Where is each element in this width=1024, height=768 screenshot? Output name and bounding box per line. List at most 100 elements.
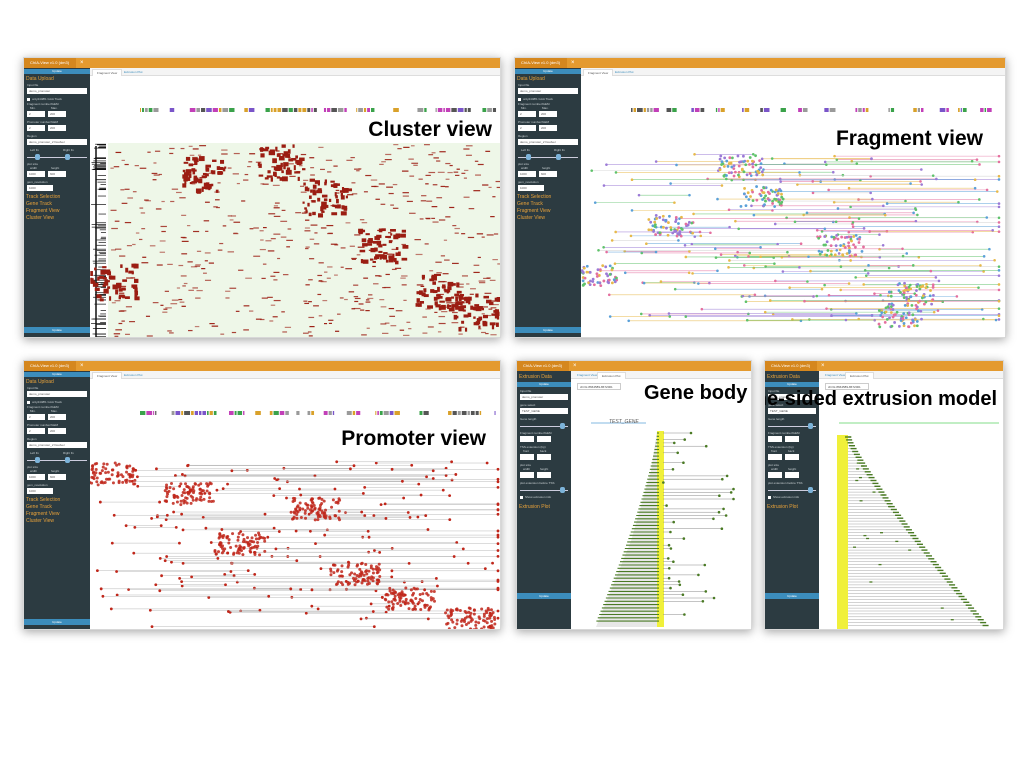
slider-handle-left[interactable] (35, 154, 40, 160)
tab-extrusion-plot[interactable]: Extrusion Plot (124, 70, 143, 74)
fragment-min-field[interactable] (768, 436, 782, 442)
region-field[interactable]: demo_promoter_2 fixedver (27, 139, 87, 145)
back-field[interactable] (785, 454, 799, 460)
checkbox-icon[interactable] (27, 401, 30, 404)
checkbox-icon[interactable] (518, 98, 521, 101)
region-search-input[interactable]: chr3L:8664589-8672001 (577, 383, 621, 390)
input-file-field[interactable]: demo_promoter (518, 88, 578, 94)
height-field[interactable]: 600 (48, 171, 66, 177)
gene-select-dropdown[interactable]: TEST_GENE (520, 408, 568, 414)
max-field[interactable]: 200 (48, 414, 66, 420)
input-file-field[interactable]: demo_promoter (27, 391, 87, 397)
update-button-bottom[interactable]: Update (24, 327, 90, 333)
update-button[interactable]: Update (765, 382, 819, 387)
checkbox-icon[interactable] (27, 98, 30, 101)
close-tab-icon[interactable]: × (80, 60, 84, 66)
width-field[interactable]: 1000 (27, 474, 45, 480)
slider-handle[interactable] (808, 487, 813, 493)
input-file-field[interactable]: demo_promoter (520, 394, 568, 400)
width-field[interactable]: 1000 (27, 171, 45, 177)
slider-handle-right[interactable] (65, 154, 70, 160)
height-field[interactable] (537, 472, 551, 478)
update-button[interactable]: Update (24, 372, 90, 377)
gene-length-slider[interactable] (520, 421, 568, 431)
track-selection-link[interactable]: Track Selection (517, 194, 552, 200)
slider-handle-right[interactable] (556, 154, 561, 160)
tab-fragment-view[interactable]: Fragment View (577, 373, 598, 377)
min-field[interactable]: 2 (518, 111, 536, 117)
min-field[interactable]: 2 (27, 111, 45, 117)
tab-extrusion-plot[interactable]: Extrusion Plot (124, 373, 143, 377)
tab-fragment-view[interactable]: Fragment View (583, 69, 614, 76)
track-selection-link[interactable]: Track Selection (26, 194, 61, 200)
app-tab[interactable]: ChIA-View v1.0 (dm3) (24, 58, 76, 68)
promoter-min-field[interactable]: 2 (27, 428, 45, 434)
plot-extension-slider[interactable] (768, 485, 816, 495)
cluster-view-link[interactable]: Cluster View (517, 215, 545, 221)
close-tab-icon[interactable]: × (573, 363, 577, 369)
region-field[interactable]: demo_promoter_2 fixedver (27, 442, 87, 448)
region-search-input[interactable]: chr3L:8664589-8672001 (825, 383, 869, 390)
slider-handle[interactable] (560, 487, 565, 493)
checkbox-icon[interactable] (520, 496, 523, 499)
front-field[interactable] (768, 454, 782, 460)
slider-handle[interactable] (808, 423, 813, 429)
tab-fragment-view[interactable]: Fragment View (825, 373, 846, 377)
slider-handle-left[interactable] (35, 457, 40, 463)
front-field[interactable] (520, 454, 534, 460)
update-button[interactable]: Update (515, 69, 581, 74)
gene-track-link[interactable]: Gene Track (26, 201, 52, 207)
close-tab-icon[interactable]: × (80, 363, 84, 369)
width-field[interactable]: 1000 (518, 171, 536, 177)
promoter-max-field[interactable]: 200 (48, 428, 66, 434)
width-field[interactable] (520, 472, 534, 478)
fix-slider[interactable] (27, 455, 87, 465)
height-field[interactable]: 600 (539, 171, 557, 177)
gem-resolution-field[interactable]: 1000 (518, 185, 544, 191)
fix-slider[interactable] (518, 152, 578, 162)
track-checkbox[interactable]: only2448f1 GAA Track (24, 400, 90, 405)
height-field[interactable]: 600 (48, 474, 66, 480)
tab-extrusion-plot[interactable]: Extrusion Plot (615, 70, 634, 74)
show-extrusion-checkbox[interactable]: Show extrusion info (517, 495, 571, 500)
fragment-view-link[interactable]: Fragment View (517, 208, 551, 214)
slider-handle-left[interactable] (526, 154, 531, 160)
app-tab[interactable]: ChIA-View v1.0 (dm3) (24, 361, 76, 371)
app-tab[interactable]: ChIA-View v1.0 (dm3) (765, 361, 817, 371)
checkbox-icon[interactable] (768, 496, 771, 499)
cluster-view-link[interactable]: Cluster View (26, 215, 54, 221)
update-button-bottom[interactable]: Update (515, 327, 581, 333)
input-file-field[interactable]: demo_promoter (27, 88, 87, 94)
slider-handle[interactable] (560, 423, 565, 429)
max-field[interactable]: 200 (48, 111, 66, 117)
extrusion-plot-heading[interactable]: Extrusion Plot (519, 504, 550, 510)
fragment-view-link[interactable]: Fragment View (26, 511, 60, 517)
slider-handle-right[interactable] (65, 457, 70, 463)
update-button[interactable]: Update (24, 69, 90, 74)
fix-slider[interactable] (27, 152, 87, 162)
tab-fragment-view[interactable]: Fragment View (92, 69, 123, 76)
back-field[interactable] (537, 454, 551, 460)
fragment-view-link[interactable]: Fragment View (26, 208, 60, 214)
fragment-max-field[interactable] (537, 436, 551, 442)
gem-resolution-field[interactable]: 1000 (27, 488, 53, 494)
close-tab-icon[interactable]: × (821, 363, 825, 369)
plot-extension-slider[interactable] (520, 485, 568, 495)
region-field[interactable]: demo_promoter_2 fixedver (518, 139, 578, 145)
track-selection-link[interactable]: Track Selection (26, 497, 61, 503)
promoter-max-field[interactable]: 200 (539, 125, 557, 131)
width-field[interactable] (768, 472, 782, 478)
gene-track-link[interactable]: Gene Track (517, 201, 543, 207)
show-extrusion-checkbox[interactable]: Show extrusion info (765, 495, 819, 500)
fragment-max-field[interactable] (785, 436, 799, 442)
max-field[interactable]: 200 (539, 111, 557, 117)
input-file-field[interactable]: demo_promoter (768, 394, 816, 400)
app-tab[interactable]: ChIA-View v1.0 (dm3) (515, 58, 567, 68)
extrusion-plot-heading[interactable]: Extrusion Plot (767, 504, 798, 510)
app-tab[interactable]: ChIA-View v1.0 (dm3) (517, 361, 569, 371)
tab-extrusion-plot[interactable]: Extrusion Plot (597, 372, 626, 379)
track-checkbox[interactable]: only2448f1 GAA Track (515, 97, 581, 102)
promoter-max-field[interactable]: 200 (48, 125, 66, 131)
gem-resolution-field[interactable]: 1000 (27, 185, 53, 191)
cluster-view-link[interactable]: Cluster View (26, 518, 54, 524)
